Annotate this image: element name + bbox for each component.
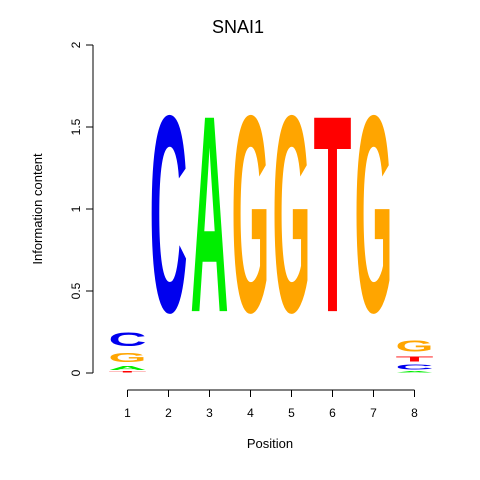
x-tick-label: 7 <box>370 406 377 420</box>
x-tick-label: 4 <box>247 406 254 420</box>
logo-letter-T: T <box>396 355 434 363</box>
logo-letter-C: C <box>109 329 147 350</box>
x-axis: 1 2 3 4 5 6 7 8 <box>124 389 418 420</box>
x-tick-label: 5 <box>288 406 295 420</box>
x-tick-label: 6 <box>329 406 336 420</box>
y-axis-label: Information content <box>30 153 45 265</box>
logo-letter-A: A <box>109 365 147 372</box>
x-axis-label: Position <box>247 436 293 451</box>
y-tick-label: 1 <box>69 205 83 212</box>
y-tick-label: 1.5 <box>69 118 83 135</box>
y-tick-label: 0.5 <box>69 282 83 299</box>
x-tick-label: 3 <box>206 406 213 420</box>
chart-title: SNAI1 <box>212 17 264 37</box>
logo-letter-G: G <box>395 337 433 355</box>
logo-letter-G: G <box>232 56 270 371</box>
x-tick-label: 2 <box>165 406 172 420</box>
logo-letter-G: G <box>109 350 147 365</box>
logo-letter-A: A <box>190 57 228 371</box>
y-axis: 0 0.5 1 1.5 2 <box>69 41 94 376</box>
y-tick-label: 2 <box>69 41 83 48</box>
logo-letter-C: C <box>396 363 434 371</box>
logo-letter-A: A <box>395 371 433 373</box>
logo-letter-T: T <box>314 58 352 371</box>
y-tick-label: 0 <box>69 369 83 376</box>
x-tick-label: 1 <box>124 406 131 420</box>
logo-letter-G: G <box>273 56 311 371</box>
x-tick-label: 8 <box>411 406 418 420</box>
logo-letter-G: G <box>355 56 393 371</box>
logo-letter-T: T <box>109 371 147 373</box>
logo-letter-C: C <box>149 57 187 371</box>
